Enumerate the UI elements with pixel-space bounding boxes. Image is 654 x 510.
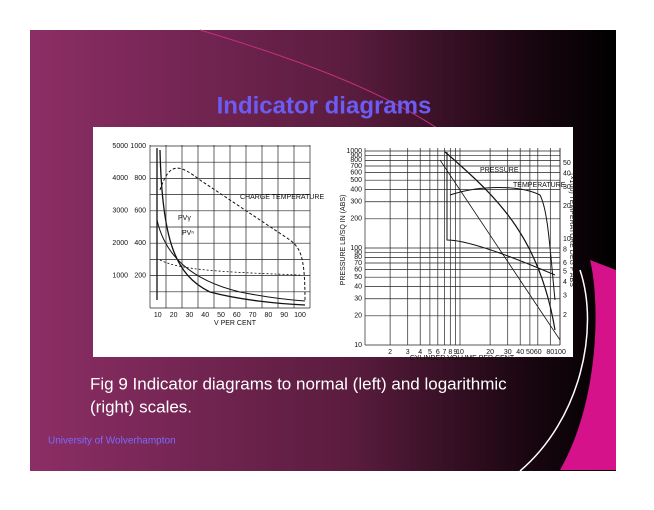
x-tick-label: 10 bbox=[154, 312, 162, 319]
y-tick-label: 700 bbox=[350, 163, 362, 170]
y-tick-label: 80 bbox=[354, 254, 362, 261]
x-tick-label: 100 bbox=[554, 349, 566, 356]
caption-line: Fig 9 Indicator diagrams to normal (left… bbox=[90, 374, 507, 393]
annotation: CHARGE TEMPERATURE bbox=[240, 194, 324, 201]
y-tick-label: 100 bbox=[350, 245, 362, 252]
y-tick-label: 50 bbox=[354, 274, 362, 281]
curve bbox=[444, 151, 556, 331]
y2-tick-label: 8 bbox=[563, 246, 567, 253]
y2-tick-label: 2 bbox=[563, 312, 567, 319]
y-tick-label: 800 bbox=[350, 157, 362, 164]
x-axis-label: CYLINDER VOLUME PER CENT bbox=[410, 355, 515, 362]
y2-tick-label: 5 bbox=[563, 269, 567, 276]
x-tick-label: 50 bbox=[217, 312, 225, 319]
annotation: PVⁿ bbox=[182, 230, 194, 237]
y-tick-label: 60 bbox=[354, 266, 362, 273]
y-tick-label: 1000 bbox=[346, 148, 362, 155]
y-tick-label: 300 bbox=[350, 199, 362, 206]
y2-axis-label: (×100) TEMPERATURE DEG F ABS bbox=[568, 173, 575, 287]
x-tick-label: 40 bbox=[201, 312, 209, 319]
y2-tick-label: 40 bbox=[563, 170, 571, 177]
slide-title: Indicator diagrams bbox=[217, 92, 432, 119]
x-tick-label: 7 bbox=[443, 349, 447, 356]
y-tick-label: 20 bbox=[354, 313, 362, 320]
annotation: PRESSURE bbox=[480, 167, 519, 174]
y-tick-label: 400 bbox=[134, 240, 146, 247]
x-tick-label: 30 bbox=[504, 349, 512, 356]
x-tick-label: 8 bbox=[448, 349, 452, 356]
figure-bg bbox=[93, 127, 573, 357]
deco-curve bbox=[199, 29, 441, 131]
x-tick-label: 2 bbox=[388, 349, 392, 356]
x-tick-label: 40 bbox=[516, 349, 524, 356]
annotation: TEMPERATURE bbox=[513, 182, 566, 189]
y-tick-label: 4000 bbox=[112, 175, 128, 182]
y2-tick-label: 3 bbox=[563, 293, 567, 300]
x-tick-label: 100 bbox=[294, 312, 306, 319]
y2-tick-label: 6 bbox=[563, 260, 567, 267]
x-tick-label: 70 bbox=[249, 312, 257, 319]
caption-line: (right) scales. bbox=[90, 397, 192, 416]
y-tick-label: 70 bbox=[354, 260, 362, 267]
y-tick-label: 3000 bbox=[112, 208, 128, 215]
x-tick-label: 60 bbox=[233, 312, 241, 319]
curve bbox=[156, 219, 306, 302]
footer: University of Wolverhampton bbox=[48, 436, 176, 447]
magenta-shape bbox=[560, 260, 616, 470]
curve bbox=[449, 187, 556, 301]
x-tick-label: 10 bbox=[456, 349, 464, 356]
y-tick-label: 200 bbox=[350, 216, 362, 223]
curve bbox=[159, 259, 301, 276]
y-tick-label: 90 bbox=[354, 249, 362, 256]
y2-tick-label: 4 bbox=[563, 279, 567, 286]
deco-curve bbox=[519, 269, 589, 472]
y-tick-label: 2000 bbox=[112, 240, 128, 247]
y-axis-label: PRESSURE LB/SQ IN (ABS) bbox=[340, 195, 347, 286]
y2-tick-label: 10 bbox=[563, 236, 571, 243]
x-tick-label: 60 bbox=[534, 349, 542, 356]
y2-tick-label: 50 bbox=[563, 160, 571, 167]
x-tick-label: 80 bbox=[546, 349, 554, 356]
x-tick-label: 4 bbox=[418, 349, 422, 356]
x-tick-label: 90 bbox=[280, 312, 288, 319]
x-tick-label: 80 bbox=[265, 312, 273, 319]
y-tick-label: 600 bbox=[350, 169, 362, 176]
x-tick-label: 6 bbox=[436, 349, 440, 356]
x-tick-label: 20 bbox=[170, 312, 178, 319]
y-tick-label: 900 bbox=[350, 152, 362, 159]
y-tick-label: 30 bbox=[354, 296, 362, 303]
x-tick-label: 20 bbox=[486, 349, 494, 356]
y-tick-label: 400 bbox=[350, 186, 362, 193]
x-tick-label: 3 bbox=[406, 349, 410, 356]
x-tick-label: 50 bbox=[526, 349, 534, 356]
x-axis-label: V PER CENT bbox=[214, 320, 257, 327]
y2-tick-label: 30 bbox=[563, 184, 571, 191]
curve bbox=[159, 167, 306, 301]
y2-tick-label: 20 bbox=[563, 203, 571, 210]
y-tick-label: 10 bbox=[354, 342, 362, 349]
y-tick-label: 5000 bbox=[112, 143, 128, 150]
y-tick-label: 1000 bbox=[112, 272, 128, 279]
y-tick-label: 40 bbox=[354, 283, 362, 290]
y-tick-label: 200 bbox=[134, 272, 146, 279]
y-tick-label: 1000 bbox=[130, 143, 146, 150]
x-tick-label: 9 bbox=[453, 349, 457, 356]
x-tick-label: 5 bbox=[428, 349, 432, 356]
x-tick-label: 30 bbox=[186, 312, 194, 319]
curve bbox=[156, 148, 306, 306]
y-tick-label: 600 bbox=[134, 208, 146, 215]
y-tick-label: 500 bbox=[350, 177, 362, 184]
y-tick-label: 800 bbox=[134, 175, 146, 182]
annotation: PVγ bbox=[178, 215, 191, 222]
